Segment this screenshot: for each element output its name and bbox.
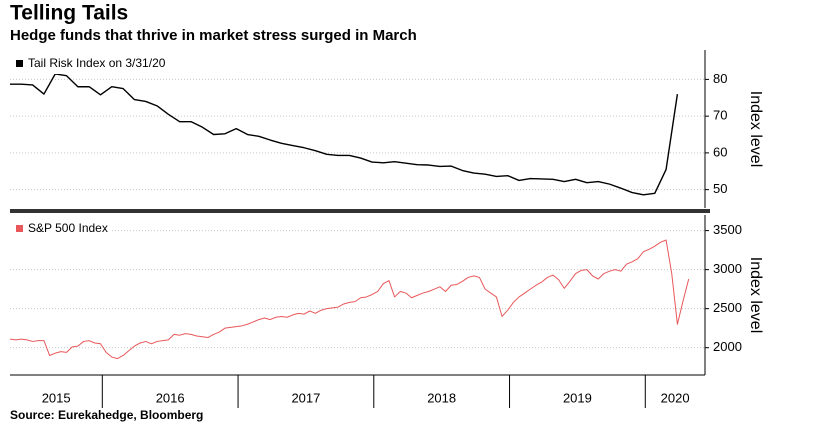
y-tick-label: 70 [713, 108, 727, 123]
series-line [9, 239, 690, 360]
panel-divider [10, 209, 710, 213]
legend-box [10, 219, 110, 239]
x-tick-label: 2015 [42, 390, 71, 405]
x-tick-label: 2019 [563, 390, 592, 405]
chart-title: Telling Tails [10, 2, 128, 25]
y-tick-label: 3000 [713, 261, 742, 276]
y-tick-label: 50 [713, 181, 727, 196]
legend-label: S&P 500 Index [28, 221, 108, 235]
x-tick-label: 2017 [291, 390, 320, 405]
x-tick-label: 2016 [156, 390, 185, 405]
y-axis-title: Index level [747, 91, 764, 168]
y-tick-label: 60 [713, 144, 727, 159]
y-tick-label: 80 [713, 71, 727, 86]
x-tick-label: 2020 [661, 390, 690, 405]
chart-subtitle: Hedge funds that thrive in market stress… [10, 27, 417, 44]
x-tick-label: 2018 [427, 390, 456, 405]
legend-box [10, 54, 182, 74]
y-axis-title: Index level [747, 257, 764, 334]
legend-swatch [16, 60, 23, 67]
y-tick-label: 2500 [713, 300, 742, 315]
y-tick-label: 2000 [713, 339, 742, 354]
legend-label: Tail Risk Index on 3/31/20 [28, 56, 166, 70]
source-note: Source: Eurekahedge, Bloomberg [10, 408, 203, 422]
legend-swatch [16, 225, 23, 232]
series-line [10, 73, 679, 196]
y-tick-label: 3500 [713, 222, 742, 237]
